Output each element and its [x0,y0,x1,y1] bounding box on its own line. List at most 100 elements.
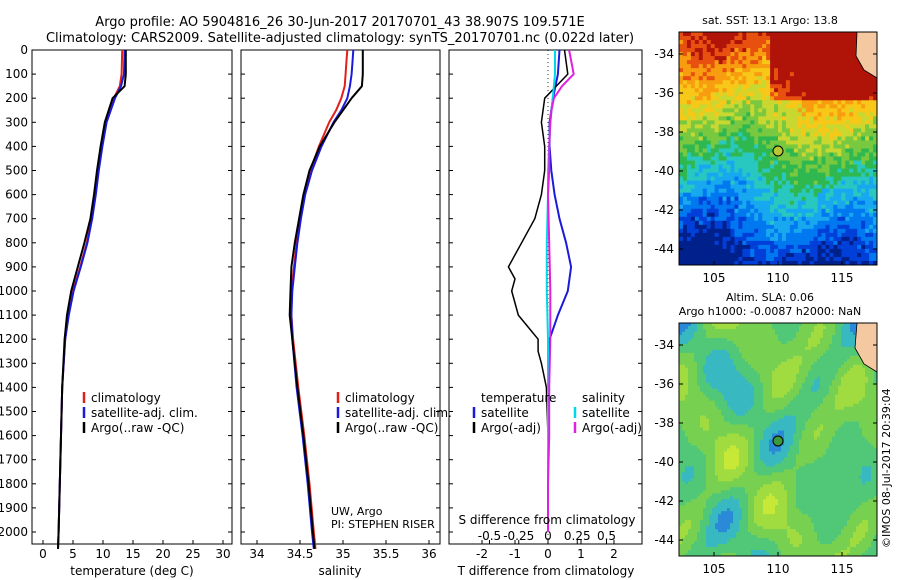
map-cell [698,220,704,226]
map-cell [760,379,764,384]
map-cell [823,340,827,345]
map-cell [754,248,759,254]
map-cell [697,355,701,360]
map-cell [698,156,704,161]
map-cell [853,367,857,372]
map-cell [742,232,747,238]
map-cell [722,68,727,73]
map-cell [770,148,775,153]
map-cell [789,208,795,214]
map-cell [829,168,834,174]
map-cell [841,244,846,250]
map-cell [682,382,686,387]
map-cell [805,124,811,129]
map-cell [742,334,746,339]
map-cell [702,148,708,153]
map-cell [789,96,795,101]
map-cell [833,172,838,178]
map-cell [706,64,712,69]
map-cell [751,403,755,408]
map-cell [838,334,842,339]
map-cell [746,220,751,226]
map-cell [797,200,803,206]
x-tick-label: 0.25 [564,529,591,543]
map-cell [766,256,771,262]
map-cell [709,331,713,336]
map-cell [814,343,818,348]
map-cell [691,394,695,399]
map-cell [781,349,785,354]
map-cell [805,388,809,393]
map-cell [829,224,834,230]
map-cell [849,40,854,45]
map-cell [813,32,818,37]
map-cell [718,172,723,178]
map-cell [841,376,845,381]
map-cell [703,331,707,336]
map-cell [874,370,878,375]
map-cell [811,400,815,405]
map-cell [715,391,719,396]
map-cell [688,349,692,354]
map-cell [829,64,834,69]
map-cell [702,108,708,113]
map-cell [832,349,836,354]
map-cell [797,100,803,105]
map-cell [734,176,739,182]
map-cell [772,331,776,336]
map-cell [722,260,727,266]
map-cell [742,32,747,37]
map-cell [829,132,834,137]
map-cell [778,323,782,327]
map-cell [793,108,799,113]
map-cell [766,124,771,129]
map-cell [709,394,713,399]
map-cell [809,148,815,153]
map-cell [754,352,758,357]
map-cell [748,397,752,402]
map-cell [853,256,858,262]
map-cell [714,80,719,85]
map-cell [682,32,688,37]
map-cell [802,370,806,375]
map-cell [726,96,731,101]
map-cell [722,32,727,37]
map-cell [690,48,696,53]
map-cell [690,64,696,69]
map-cell [829,44,834,49]
map-cell [750,112,755,117]
map-cell [686,48,692,53]
map-cell [784,403,788,408]
map-cell [733,370,737,375]
map-cell [861,88,866,93]
map-cell [801,244,807,250]
map-cell [690,56,696,61]
map-cell [853,379,857,384]
map-cell [718,104,723,109]
map-cell [845,36,850,41]
map-cell [817,236,822,242]
map-cell [686,128,692,133]
map-cell [769,352,773,357]
map-cell [869,180,874,186]
map-cell [769,397,773,402]
map-cell [790,394,794,399]
map-cell [821,44,826,49]
map-cell [793,352,797,357]
map-cell [688,361,692,366]
map-cell [726,116,731,121]
map-cell [861,152,866,157]
map-cell [835,388,839,393]
map-cell [796,352,800,357]
map-cell [727,328,731,333]
map-cell [781,260,787,266]
map-cell [758,196,763,202]
map-cell [758,52,763,57]
map-cell [745,382,749,387]
map-cell [835,325,839,330]
map-cell [724,382,728,387]
map-cell [679,240,684,246]
map-cell [754,244,759,250]
map-cell [813,232,818,238]
map-cell [859,373,863,378]
